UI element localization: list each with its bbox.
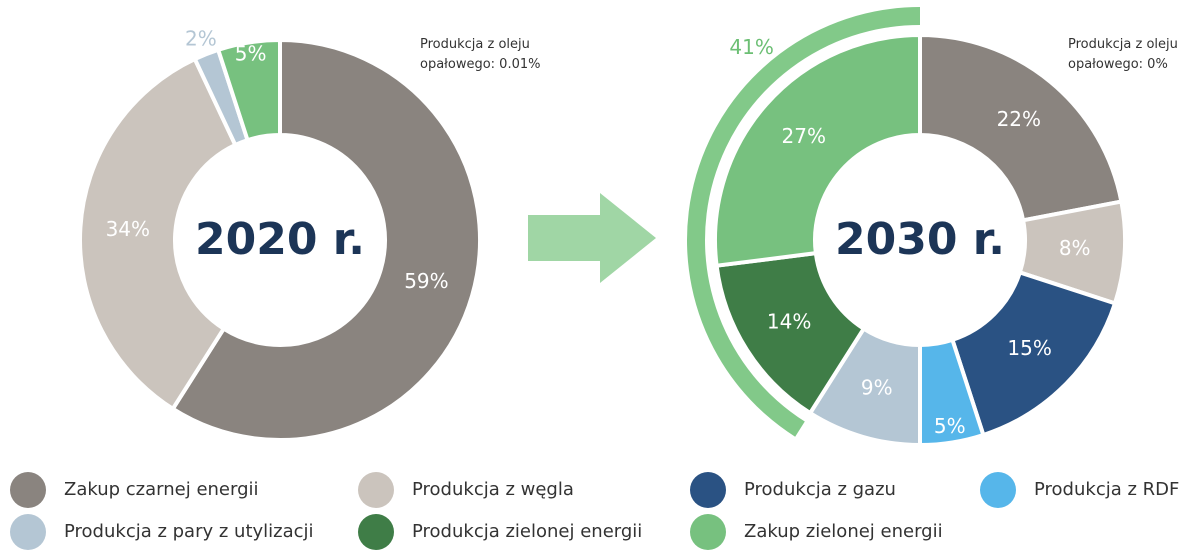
value-label: 22% bbox=[997, 107, 1041, 131]
chart-title: 2020 r. bbox=[195, 214, 365, 265]
legend-swatch bbox=[10, 514, 46, 550]
legend-label: Produkcja z węgla bbox=[412, 479, 574, 500]
chart-title: 2030 r. bbox=[835, 214, 1005, 265]
legend-label: Zakup zielonej energii bbox=[744, 521, 943, 542]
legend-label: Produkcja z gazu bbox=[744, 479, 896, 500]
page: 59% 34% 2% 5% 2020 r. 41% 22% 8% 15% 5% 9% 14% 27% 20… bbox=[0, 0, 1201, 552]
legend-swatch bbox=[358, 472, 394, 508]
value-label: 5% bbox=[235, 41, 267, 65]
legend-swatch bbox=[690, 472, 726, 508]
value-label: 8% bbox=[1059, 236, 1091, 260]
value-label: 27% bbox=[782, 124, 826, 148]
arrow bbox=[528, 193, 656, 283]
legend-swatch bbox=[980, 472, 1016, 508]
value-label: 5% bbox=[934, 414, 966, 438]
annotation: Produkcja z oleju opałowego: 0% bbox=[1068, 35, 1200, 75]
legend-swatch bbox=[690, 514, 726, 550]
legend-label: Produkcja z RDF bbox=[1034, 479, 1179, 500]
value-label: 15% bbox=[1007, 336, 1051, 360]
value-label: 59% bbox=[404, 269, 448, 293]
legend-label: Zakup czarnej energii bbox=[64, 479, 259, 500]
value-label: 34% bbox=[106, 217, 150, 241]
outer-arc-label: 41% bbox=[729, 35, 773, 59]
annotation: Produkcja z oleju opałowego: 0.01% bbox=[420, 35, 570, 75]
value-label: 2% bbox=[185, 27, 217, 51]
legend-swatch bbox=[10, 472, 46, 508]
legend-label: Produkcja zielonej energii bbox=[412, 521, 642, 542]
legend-label: Produkcja z pary z utylizacji bbox=[64, 521, 314, 542]
value-label: 14% bbox=[767, 310, 811, 334]
chart: 59% 34% 2% 5% 2020 r. 41% 22% 8% 15% 5% 9% 14% 27% 20… bbox=[0, 0, 1201, 552]
legend-swatch bbox=[358, 514, 394, 550]
value-label: 9% bbox=[861, 375, 893, 399]
